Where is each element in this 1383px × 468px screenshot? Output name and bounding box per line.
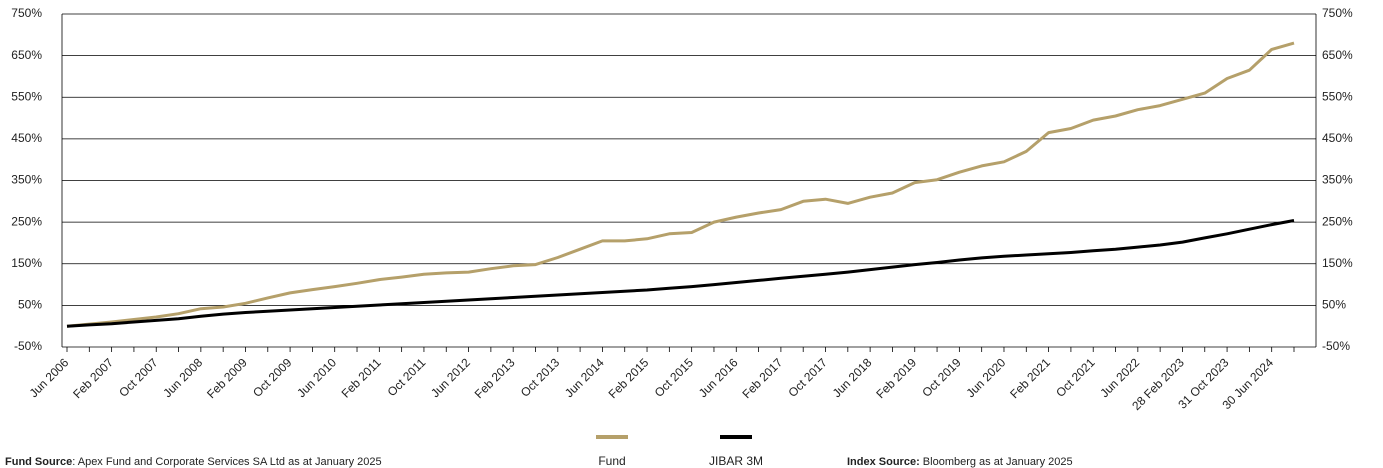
x-tick-label: Jun 2014: [562, 355, 607, 400]
y2-tick-label: 250%: [1322, 214, 1353, 228]
x-tick-label: Feb 2011: [339, 355, 384, 400]
x-tick-label: Oct 2013: [518, 355, 563, 400]
x-tick-label: Oct 2021: [1053, 355, 1098, 400]
y2-tick-label: 750%: [1322, 6, 1353, 20]
y-tick-label: 450%: [11, 131, 42, 145]
y2-tick-label: 550%: [1322, 89, 1353, 103]
y-tick-label: 550%: [11, 89, 42, 103]
x-tick-label: Feb 2013: [472, 355, 518, 401]
y2-tick-label: 150%: [1322, 256, 1353, 270]
x-tick-label: Feb 2019: [873, 355, 919, 401]
x-tick-label: Feb 2009: [204, 355, 250, 401]
x-tick-label: Feb 2021: [1007, 355, 1053, 401]
fund-source: Fund Source: Apex Fund and Corporate Ser…: [5, 456, 382, 468]
legend-label: Fund: [598, 454, 625, 468]
x-tick-label: Feb 2015: [606, 355, 652, 401]
y-tick-label: 250%: [11, 214, 42, 228]
x-tick-label: Oct 2019: [919, 355, 964, 400]
y-tick-label: 150%: [11, 256, 42, 270]
y-tick-label: 750%: [11, 6, 42, 20]
y-tick-label: 350%: [11, 173, 42, 187]
x-tick-label: Oct 2015: [652, 355, 697, 400]
y2-tick-label: 350%: [1322, 173, 1353, 187]
fund-source-text: : Apex Fund and Corporate Services SA Lt…: [72, 456, 381, 468]
y2-tick-label: -50%: [1322, 339, 1350, 353]
x-tick-label: Oct 2011: [385, 355, 429, 399]
index-source: Index Source: Bloomberg as at January 20…: [847, 456, 1073, 468]
y2-tick-label: 650%: [1322, 48, 1353, 62]
series-line: [66, 41, 1295, 328]
series-line: [66, 219, 1295, 328]
fund-source-label: Fund Source: [5, 456, 72, 468]
x-tick-label: Feb 2017: [739, 355, 785, 401]
x-tick-label: Feb 2007: [70, 355, 116, 401]
x-tick-label: Jun 2010: [294, 355, 339, 400]
x-tick-label: Jun 2020: [964, 355, 1009, 400]
x-tick-label: Jun 2012: [428, 355, 473, 400]
x-tick-label: Jun 2022: [1097, 355, 1142, 400]
x-tick-label: Oct 2009: [250, 355, 295, 400]
x-tick-label: Oct 2017: [786, 355, 831, 400]
x-tick-label: Jun 2006: [27, 355, 72, 400]
index-source-label: Index Source:: [847, 456, 920, 468]
legend-swatch: [720, 435, 752, 439]
y-tick-label: 650%: [11, 48, 42, 62]
y-tick-label: 50%: [18, 298, 42, 312]
legend-swatch: [596, 435, 628, 439]
y-tick-label: -50%: [14, 339, 42, 353]
y2-tick-label: 450%: [1322, 131, 1353, 145]
x-tick-label: Oct 2007: [116, 355, 161, 400]
x-tick-label: Jun 2016: [696, 355, 741, 400]
index-source-text: Bloomberg as at January 2025: [920, 456, 1073, 468]
y2-tick-label: 50%: [1322, 298, 1346, 312]
x-tick-label: Jun 2018: [830, 355, 875, 400]
legend-label: JIBAR 3M: [709, 454, 763, 468]
x-tick-label: Jun 2008: [160, 355, 205, 400]
